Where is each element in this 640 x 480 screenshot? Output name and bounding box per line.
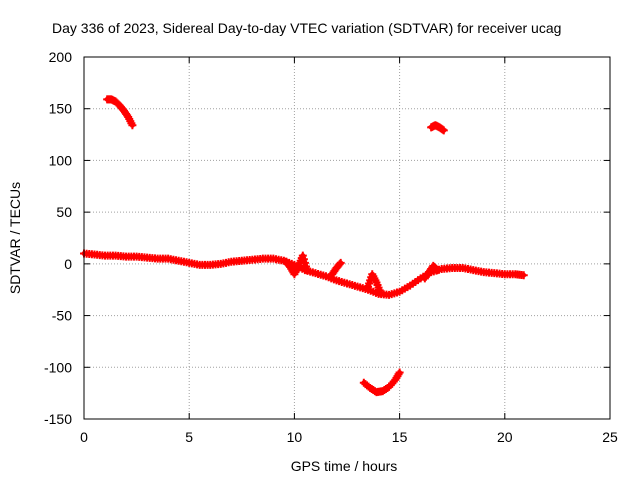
data-point (303, 266, 312, 275)
y-tick-label: -50 (52, 308, 72, 324)
y-axis-ticks: -150 -100 -50 0 50 100 150 200 (44, 49, 610, 427)
grid (84, 57, 610, 419)
y-axis-label: SDTVAR / TECUs (7, 182, 23, 294)
y-tick-label: 0 (64, 256, 72, 272)
data-point (439, 126, 448, 135)
y-tick-label: 100 (49, 152, 73, 168)
data-point (433, 266, 442, 275)
data-marker (432, 265, 441, 274)
x-tick-label: 15 (392, 429, 408, 445)
x-tick-label: 10 (287, 429, 303, 445)
plot-frame (83, 56, 611, 420)
x-tick-label: 25 (602, 429, 618, 445)
y-tick-label: -100 (44, 359, 72, 375)
y-tick-label: -150 (44, 411, 72, 427)
data-point (395, 368, 404, 377)
x-tick-label: 5 (185, 429, 193, 445)
y-tick-label: 150 (49, 101, 73, 117)
data-point (336, 258, 345, 267)
x-tick-label: 20 (497, 429, 513, 445)
y-tick-label: 200 (49, 49, 73, 65)
chart-title: Day 336 of 2023, Sidereal Day-to-day VTE… (52, 20, 561, 36)
x-axis-ticks: 0 5 10 15 20 25 (80, 57, 618, 445)
x-tick-label: 0 (80, 429, 88, 445)
series-arc-bottom (359, 368, 404, 397)
series-arc-late (427, 121, 448, 135)
data-marker (335, 260, 344, 269)
data-point (376, 288, 385, 297)
series-spike-10 (281, 251, 312, 279)
series-spike-14 (364, 270, 385, 297)
data-point (519, 271, 528, 280)
y-tick-label: 50 (56, 204, 72, 220)
data-point (128, 121, 137, 130)
data-layer (80, 95, 528, 397)
series-spike-16 (420, 261, 442, 283)
x-axis-label: GPS time / hours (291, 458, 398, 474)
series-arc-early (103, 95, 137, 130)
series-spike-12 (328, 258, 345, 279)
